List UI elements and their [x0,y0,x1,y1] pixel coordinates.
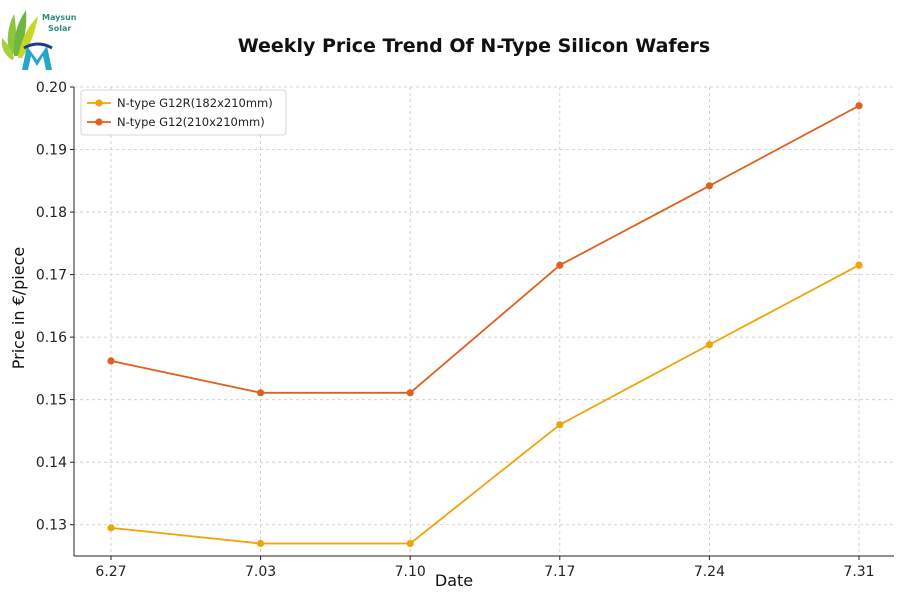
data-point [705,182,714,190]
x-tick-label: 6.27 [95,564,126,580]
legend-label: N-type G12R(182x210mm) [117,96,273,110]
logo-m-mark-icon [22,42,53,70]
y-tick-label: 0.19 [36,143,67,159]
data-point [556,261,564,269]
y-tick-label: 0.13 [36,518,67,534]
x-tick-label: 7.17 [544,564,575,580]
legend-entry-1: N-type G12R(182x210mm) [87,96,273,110]
y-tick-label: 0.18 [36,205,67,221]
y-tick-labels: 0.13 0.14 0.15 0.16 0.17 0.18 0.19 0.20 [36,80,67,534]
logo-text-maysun: Maysun [42,13,77,22]
chart-title: Weekly Price Trend Of N-Type Silicon Waf… [238,35,710,57]
y-axis-label: Price in €/piece [9,247,28,369]
data-point [107,524,115,532]
data-point [257,389,265,397]
series-2 [107,102,863,397]
x-tick-label: 7.10 [395,564,426,580]
y-tick-label: 0.14 [36,455,67,471]
data-point [855,102,863,110]
chart-grid [74,86,894,556]
legend-swatch-marker [95,118,103,126]
data-point [257,539,265,548]
data-point [556,421,564,429]
legend: N-type G12R(182x210mm) N-type G12(210x210… [80,89,287,136]
series-layer [107,102,863,548]
y-tick-label: 0.17 [36,268,67,284]
legend-entry-2: N-type G12(210x210mm) [87,115,265,129]
data-point [406,539,414,548]
legend-label: N-type G12(210x210mm) [117,115,265,129]
y-tick-label: 0.15 [36,393,67,409]
maysun-solar-logo: Maysun Solar [1,10,77,70]
x-tick-labels: 6.27 7.03 7.10 7.17 7.24 7.31 [95,564,874,580]
data-point [406,389,414,397]
logo-text-solar: Solar [48,24,71,33]
data-point [855,261,863,269]
legend-swatch-marker [95,99,103,107]
x-tick-label: 7.03 [245,564,276,580]
logo-leaf-fan-icon [1,10,38,60]
y-tick-label: 0.20 [36,80,67,96]
chart-axes [70,86,894,560]
data-point [107,357,115,365]
y-tick-label: 0.16 [36,330,67,346]
series-line [110,264,860,545]
series-1 [107,261,863,548]
series-line [110,104,860,394]
legend-box [80,89,287,136]
x-tick-label: 7.31 [843,564,874,580]
x-tick-label: 7.24 [694,564,725,580]
x-axis-label: Date [435,571,473,590]
data-point [705,341,714,349]
